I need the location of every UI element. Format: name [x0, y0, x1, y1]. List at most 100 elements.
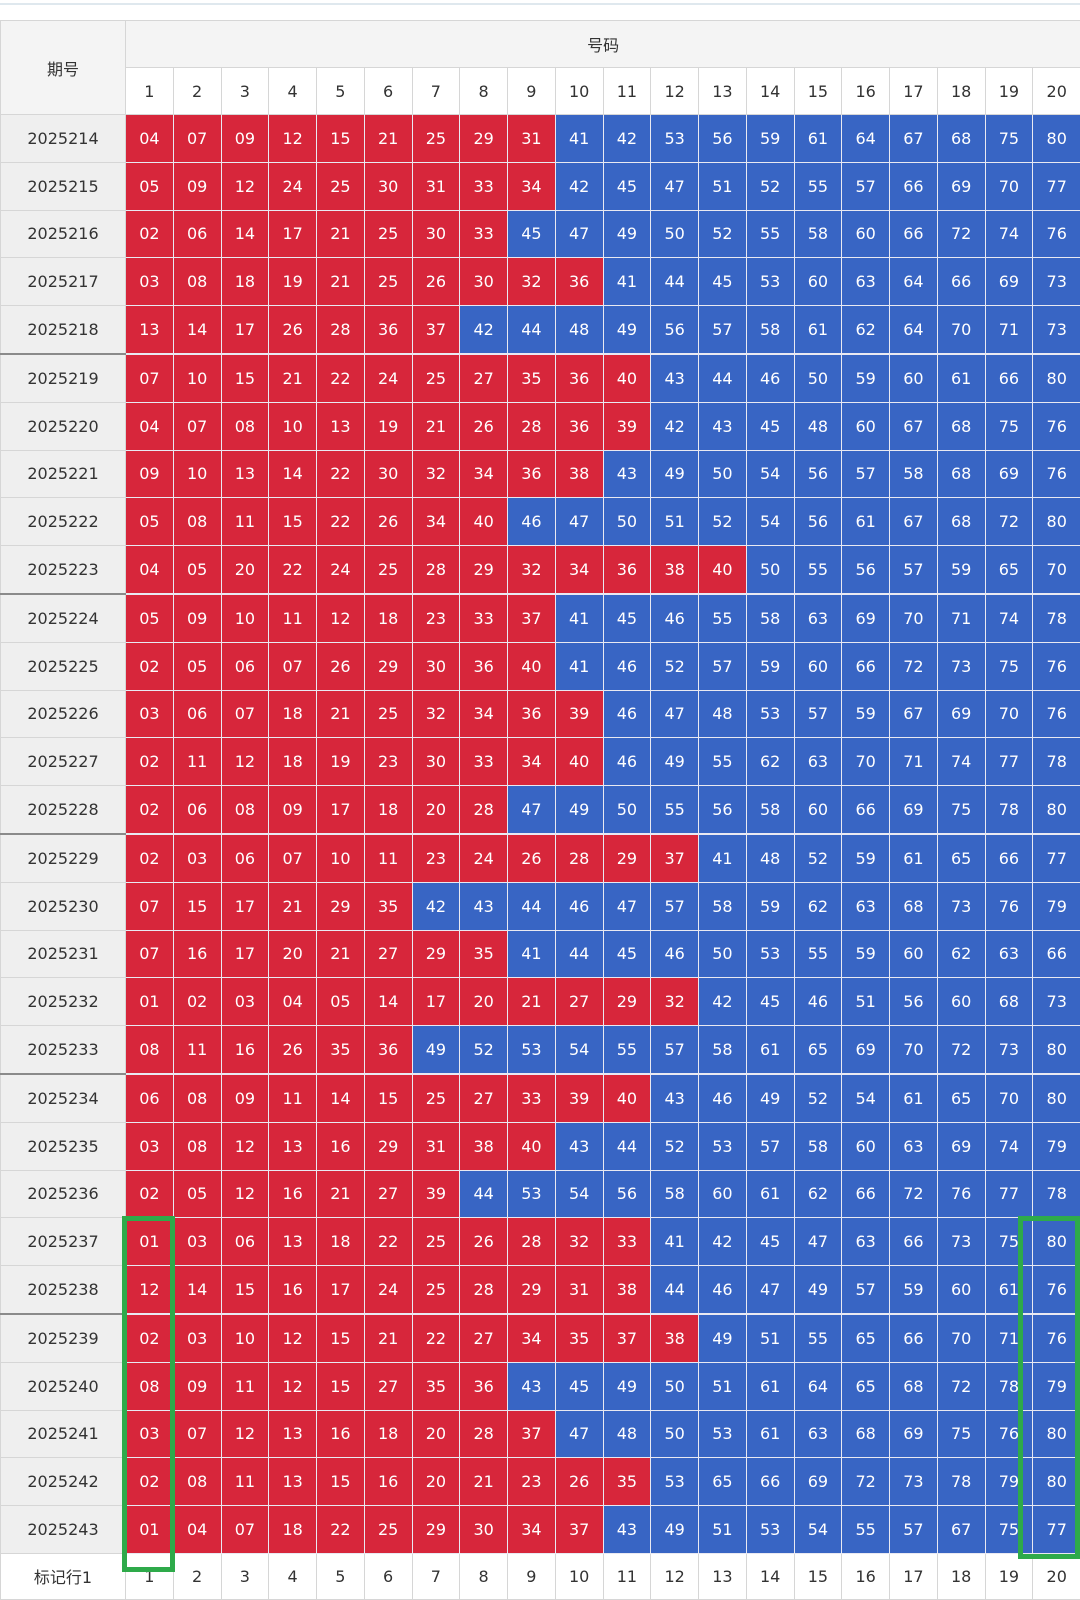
number-cell: 59 [842, 354, 890, 402]
number-cell: 12 [317, 594, 365, 642]
number-cell: 68 [890, 882, 938, 930]
number-cell: 06 [221, 1218, 269, 1266]
number-cell: 14 [221, 210, 269, 258]
number-cell: 53 [699, 1410, 747, 1458]
number-cell: 22 [364, 1218, 412, 1266]
number-cell: 46 [508, 498, 556, 546]
number-cell: 58 [651, 1170, 699, 1218]
period: 2025229 [1, 834, 126, 882]
number-cell: 38 [460, 1122, 508, 1170]
number-cell: 60 [937, 1266, 985, 1314]
number-cell: 27 [364, 930, 412, 978]
number-cell: 57 [699, 306, 747, 354]
number-cell: 49 [746, 1074, 794, 1122]
number-cell: 15 [364, 1074, 412, 1122]
number-cell: 10 [221, 1314, 269, 1362]
number-cell: 12 [269, 1362, 317, 1410]
number-cell: 70 [985, 162, 1033, 210]
number-cell: 17 [221, 306, 269, 354]
number-cell: 20 [412, 1458, 460, 1506]
number-cell: 42 [412, 882, 460, 930]
number-cell: 66 [937, 258, 985, 306]
number-cell: 16 [364, 1458, 412, 1506]
number-cell: 50 [651, 1362, 699, 1410]
number-cell: 40 [555, 738, 603, 786]
number-cell: 77 [985, 1170, 1033, 1218]
number-cell: 61 [746, 1410, 794, 1458]
number-cell: 51 [699, 1506, 747, 1554]
number-cell: 49 [603, 210, 651, 258]
number-cell: 22 [317, 354, 365, 402]
number-cell: 53 [508, 1026, 556, 1074]
number-cell: 17 [269, 210, 317, 258]
number-cell: 50 [699, 930, 747, 978]
number-cell: 06 [173, 786, 221, 834]
number-cell: 34 [508, 1314, 556, 1362]
number-cell: 29 [508, 1266, 556, 1314]
number-cell: 80 [1033, 1026, 1080, 1074]
number-cell: 13 [269, 1218, 317, 1266]
number-cell: 37 [651, 834, 699, 882]
number-cell: 51 [699, 1362, 747, 1410]
number-cell: 47 [794, 1218, 842, 1266]
number-cell: 42 [555, 162, 603, 210]
number-cell: 20 [412, 1410, 460, 1458]
period: 2025237 [1, 1218, 126, 1266]
number-cell: 59 [890, 1266, 938, 1314]
number-cell: 11 [364, 834, 412, 882]
number-cell: 25 [364, 690, 412, 738]
number-cell: 76 [1033, 1314, 1080, 1362]
number-cell: 21 [412, 402, 460, 450]
number-cell: 47 [555, 1410, 603, 1458]
number-cell: 26 [317, 642, 365, 690]
number-cell: 29 [364, 1122, 412, 1170]
number-cell: 08 [221, 402, 269, 450]
number-cell: 35 [460, 930, 508, 978]
number-cell: 57 [890, 546, 938, 594]
number-cell: 28 [508, 402, 556, 450]
number-cell: 69 [985, 450, 1033, 498]
number-cell: 69 [937, 1122, 985, 1170]
number-cell: 31 [412, 162, 460, 210]
number-cell: 22 [317, 498, 365, 546]
number-cell: 59 [746, 882, 794, 930]
column-number: 10 [555, 68, 603, 115]
footer-number: 14 [746, 1553, 794, 1599]
number-cell: 05 [173, 546, 221, 594]
number-cell: 76 [985, 882, 1033, 930]
number-cell: 26 [460, 1218, 508, 1266]
period: 2025238 [1, 1266, 126, 1314]
column-number: 6 [364, 68, 412, 115]
number-cell: 11 [173, 1026, 221, 1074]
number-cell: 28 [317, 306, 365, 354]
number-cell: 69 [937, 690, 985, 738]
number-cell: 63 [794, 594, 842, 642]
number-cell: 25 [364, 1506, 412, 1554]
footer-number: 10 [555, 1553, 603, 1599]
number-cell: 61 [890, 834, 938, 882]
number-cell: 25 [364, 546, 412, 594]
number-cell: 47 [746, 1266, 794, 1314]
number-cell: 78 [985, 1362, 1033, 1410]
number-cell: 56 [794, 498, 842, 546]
number-cell: 15 [269, 498, 317, 546]
column-number: 11 [603, 68, 651, 115]
number-cell: 02 [126, 642, 174, 690]
number-cell: 33 [508, 1074, 556, 1122]
number-cell: 25 [412, 1074, 460, 1122]
number-cell: 35 [364, 882, 412, 930]
number-cell: 13 [126, 306, 174, 354]
number-cell: 72 [937, 210, 985, 258]
number-cell: 32 [508, 258, 556, 306]
number-cell: 73 [1033, 306, 1080, 354]
number-cell: 46 [699, 1074, 747, 1122]
period: 2025240 [1, 1362, 126, 1410]
